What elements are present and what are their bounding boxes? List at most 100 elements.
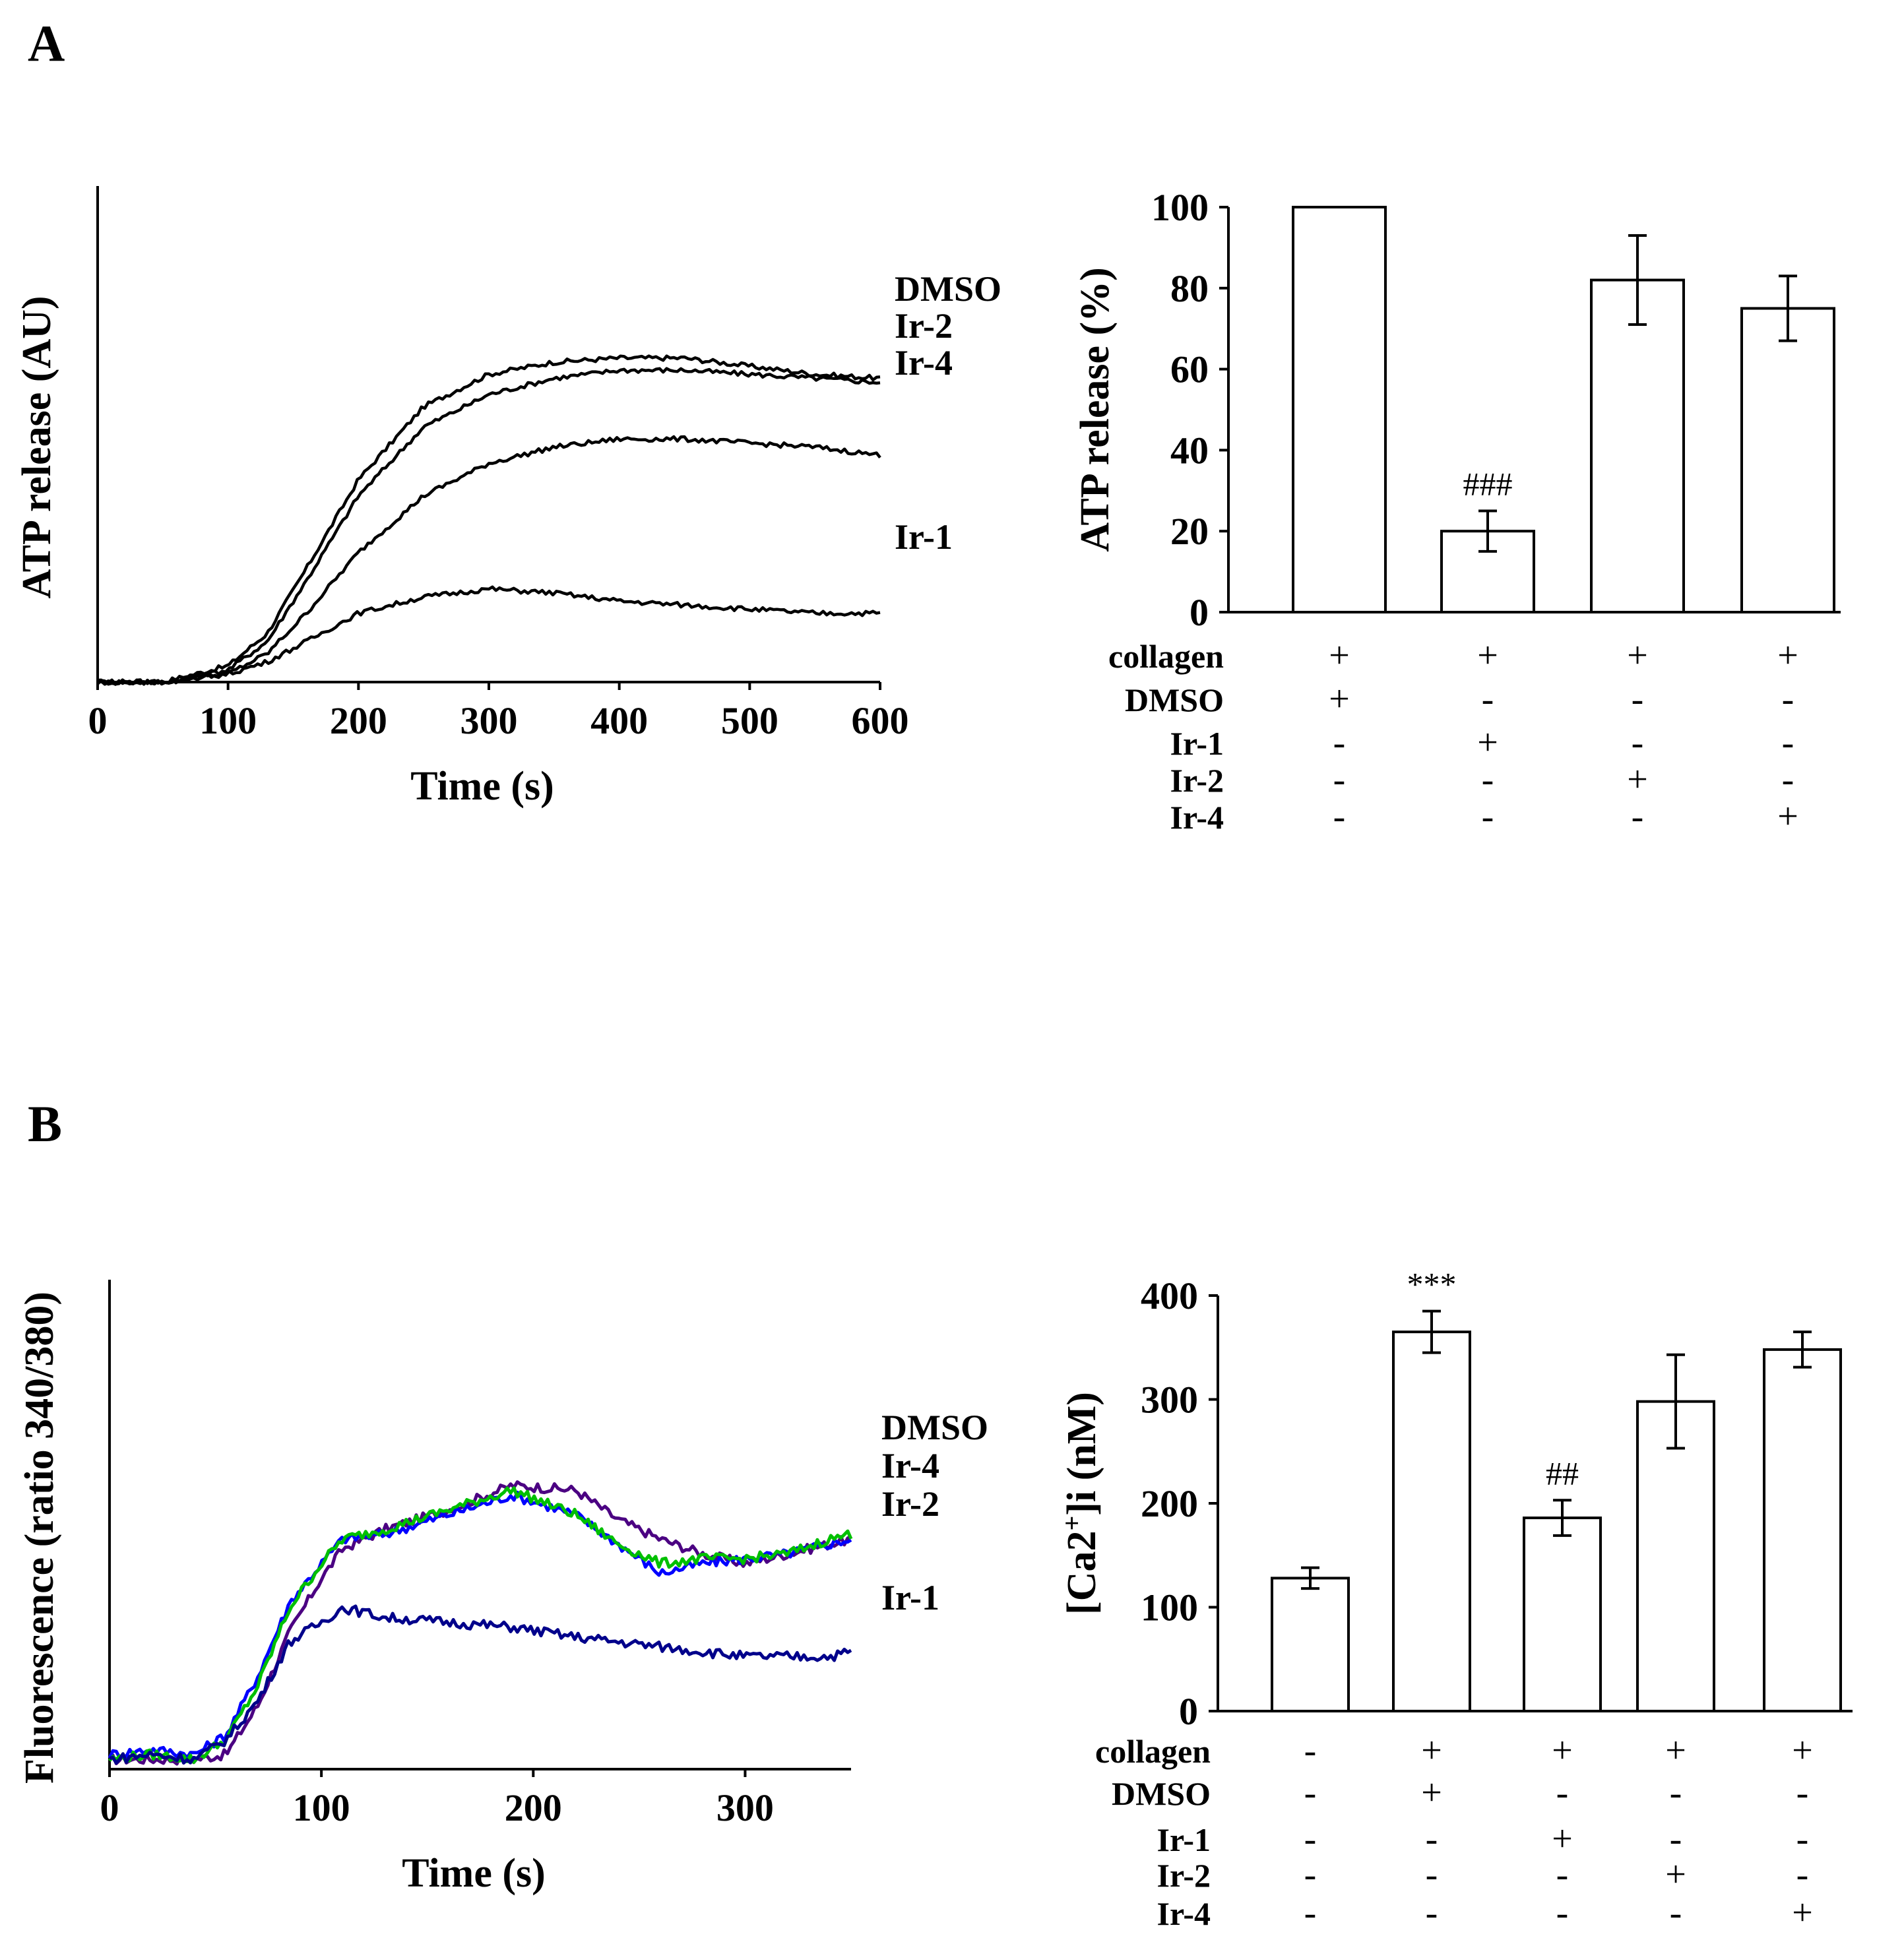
fluor-trace-x-tick-label: 300 — [716, 1786, 774, 1829]
calcium-bar-treatment-sign: - — [1670, 1772, 1682, 1813]
atp-trace-x-tick-label: 100 — [199, 699, 257, 742]
calcium-bar-treatment-sign: - — [1670, 1819, 1682, 1860]
atp-bar-treatment-label-ir-1: Ir-1 — [1170, 725, 1224, 762]
atp-bar-treatment-sign: + — [1777, 796, 1798, 837]
atp-bar-treatment-sign: - — [1333, 759, 1346, 800]
atp-bar-treatment-label-ir-4: Ir-4 — [1170, 799, 1224, 836]
calcium-bar-treatment-sign: - — [1556, 1772, 1569, 1813]
calcium-bar-y-tick-label: 0 — [1179, 1690, 1198, 1733]
atp-trace-series-dmso — [97, 354, 881, 686]
atp-bar-treatment-sign: - — [1782, 679, 1794, 720]
atp-bar-y-tick-label: 20 — [1170, 510, 1209, 553]
calcium-bar-treatment-label-dmso: DMSO — [1112, 1775, 1211, 1812]
atp-bar-treatment-sign: + — [1627, 759, 1648, 800]
atp-trace-x-tick-label: 200 — [330, 699, 387, 742]
atp-trace-chart: 0 100 200 300 400 500 600 Time (s) ATP release (… — [15, 186, 1001, 809]
atp-bar-treatment-label-collagen: collagen — [1108, 638, 1224, 675]
calcium-bar-treatment-sign: - — [1426, 1893, 1438, 1933]
atp-bar-treatment-sign: - — [1632, 796, 1644, 837]
atp-bar-treatment-sign: + — [1777, 635, 1798, 676]
atp-bar-treatment-sign: - — [1632, 722, 1644, 763]
calcium-bar-y-tick-label: 100 — [1141, 1586, 1198, 1629]
atp-bar-y-tick-label: 40 — [1170, 429, 1209, 472]
calcium-bar-treatment-sign: + — [1792, 1893, 1813, 1933]
calcium-bar-treatment-label-collagen: collagen — [1095, 1733, 1211, 1770]
atp-trace-series-label-ir-1: Ir-1 — [895, 517, 953, 557]
atp-bar-treatment-sign: + — [1329, 635, 1350, 676]
atp-bar-treatment-label-dmso: DMSO — [1125, 681, 1224, 718]
atp-bar-treatment-sign: + — [1329, 679, 1350, 720]
calcium-bar-treatment-sign: + — [1792, 1730, 1813, 1771]
calcium-bar-bar-2 — [1392, 1330, 1471, 1712]
calcium-bar-bar-3 — [1523, 1517, 1602, 1713]
atp-bar-treatment-label-ir-2: Ir-2 — [1170, 762, 1224, 799]
calcium-bar-treatment-sign: - — [1426, 1819, 1438, 1860]
calcium-bar-significance-label: *** — [1407, 1266, 1457, 1303]
atp-trace-series-label-ir-2: Ir-2 — [895, 306, 953, 346]
fluor-trace-x-tick-label: 100 — [293, 1786, 350, 1829]
calcium-bar-y-axis-title-part: ]i (nM) — [1060, 1392, 1104, 1516]
atp-bar-bar-3 — [1590, 278, 1685, 613]
atp-bar-y-tick-label: 80 — [1170, 267, 1209, 310]
atp-trace-x-tick-label: 0 — [88, 699, 108, 742]
atp-bar-treatment-sign: + — [1477, 635, 1498, 676]
atp-bar-treatment-sign: - — [1482, 759, 1494, 800]
atp-trace-y-axis-title: ATP release (AU) — [15, 296, 59, 598]
calcium-bar-treatment-sign: + — [1421, 1772, 1442, 1813]
atp-bar-y-tick-label: 60 — [1170, 348, 1209, 391]
atp-bar-y-axis-title: ATP release (%) — [1073, 267, 1118, 552]
atp-bar-y-tick-label: 0 — [1190, 591, 1209, 634]
calcium-bar-treatment-label-ir-2: Ir-2 — [1157, 1857, 1211, 1894]
atp-bar-treatment-sign: - — [1632, 679, 1644, 720]
calcium-bar-treatment-sign: + — [1552, 1730, 1573, 1771]
atp-trace-series-ir-4 — [96, 435, 881, 686]
fluor-trace-series-label-ir-4: Ir-4 — [881, 1446, 939, 1486]
calcium-bar-significance-label: ## — [1546, 1455, 1579, 1491]
panel-letter-b: B — [28, 1095, 62, 1152]
atp-trace-x-tick-label: 300 — [460, 699, 518, 742]
atp-trace-series-label-ir-4: Ir-4 — [895, 343, 953, 383]
atp-trace-x-tick-label: 400 — [590, 699, 648, 742]
calcium-bar-treatment-sign: + — [1665, 1854, 1686, 1895]
calcium-bar-y-axis-title: [Ca2+]i (nM) — [1057, 1392, 1104, 1615]
fluor-trace-x-tick-label: 0 — [100, 1786, 119, 1829]
calcium-bar-treatment-sign: + — [1552, 1819, 1573, 1860]
calcium-bar-treatment-sign: - — [1304, 1854, 1317, 1895]
fluor-trace-series-label-ir-1: Ir-1 — [881, 1578, 939, 1617]
calcium-bar-treatment-sign: - — [1304, 1772, 1317, 1813]
fluorescence-trace-chart: 0 100 200 300 Time (s) Fluorescence (ratio 34… — [17, 1280, 988, 1896]
atp-bar-y-tick-label: 100 — [1151, 186, 1209, 229]
calcium-bar-treatment-sign: - — [1304, 1893, 1317, 1933]
atp-bar-treatment-sign: - — [1333, 796, 1346, 837]
atp-bar-treatment-sign: + — [1477, 722, 1498, 763]
calcium-bar-treatment-sign: - — [1304, 1819, 1317, 1860]
calcium-bar-treatment-label-ir-4: Ir-4 — [1157, 1895, 1211, 1932]
calcium-bar-treatment-label-ir-1: Ir-1 — [1157, 1821, 1211, 1858]
atp-bar-treatment-sign: - — [1333, 722, 1346, 763]
calcium-bar-treatment-sign: - — [1556, 1854, 1569, 1895]
atp-bar-treatment-sign: - — [1782, 759, 1794, 800]
calcium-bar-bar-5 — [1763, 1348, 1842, 1712]
calcium-bar-y-axis-title-sup: + — [1057, 1516, 1087, 1531]
atp-bar-bar-4 — [1740, 307, 1835, 613]
calcium-bar-y-axis-title-part: [Ca2 — [1060, 1531, 1104, 1615]
atp-trace-x-tick-label: 500 — [721, 699, 778, 742]
fluor-trace-series-ir-1 — [109, 1604, 852, 1765]
calcium-bar-treatment-sign: + — [1665, 1730, 1686, 1771]
fluor-trace-series-label-ir-2: Ir-2 — [881, 1484, 939, 1524]
atp-trace-series-label-dmso: DMSO — [895, 269, 1001, 309]
calcium-bar-treatment-sign: - — [1796, 1819, 1809, 1860]
fluor-trace-x-tick-label: 200 — [505, 1786, 562, 1829]
calcium-bar-treatment-sign: - — [1426, 1854, 1438, 1895]
calcium-bar-y-tick-label: 400 — [1141, 1274, 1198, 1317]
atp-bar-bar-1 — [1292, 206, 1387, 613]
calcium-bar-treatment-sign: - — [1556, 1893, 1569, 1933]
calcium-bar-treatment-sign: - — [1796, 1854, 1809, 1895]
calcium-bar-treatment-sign: - — [1304, 1730, 1317, 1771]
calcium-bar-treatment-sign: - — [1796, 1772, 1809, 1813]
calcium-bar-treatment-sign: - — [1670, 1893, 1682, 1933]
calcium-bar-treatment-sign: + — [1421, 1730, 1442, 1771]
